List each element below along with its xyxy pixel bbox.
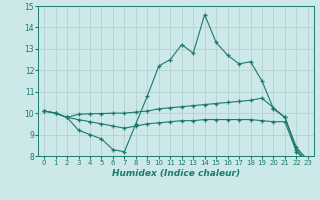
X-axis label: Humidex (Indice chaleur): Humidex (Indice chaleur) <box>112 169 240 178</box>
